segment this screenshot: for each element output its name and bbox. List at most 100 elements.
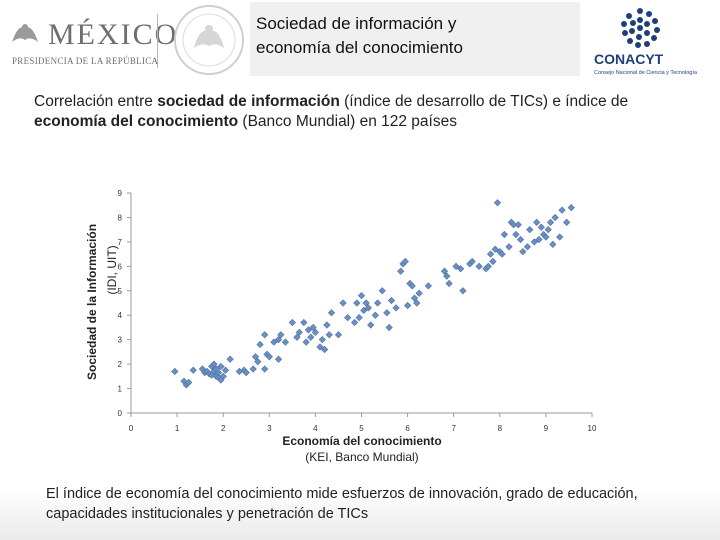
data-point (320, 345, 329, 354)
data-point (316, 343, 324, 351)
data-point (387, 296, 396, 305)
caption-rest: mide esfuerzos de innovación, grado de e… (46, 486, 638, 522)
data-point (383, 309, 391, 317)
data-point (295, 328, 303, 336)
data-point (443, 272, 451, 280)
data-point (367, 321, 375, 329)
data-point (424, 282, 432, 290)
data-point (519, 248, 527, 256)
x-tick-label: 4 (313, 424, 318, 433)
data-point (288, 318, 296, 327)
data-point (500, 230, 509, 239)
data-point (309, 323, 317, 332)
mexico-presidency-logo: MÉXICO PRESIDENCIA DE LA REPÚBLICA (8, 14, 176, 70)
data-point (475, 262, 483, 270)
data-point (344, 314, 352, 322)
conacyt-logo: CONACYT Consejo Nacional de Ciencia y Te… (588, 4, 720, 80)
data-point (261, 331, 269, 339)
logo-main-text: MÉXICO (48, 18, 179, 51)
conacyt-subtitle: Consejo Nacional de Ciencia y Tecnología (594, 70, 697, 76)
data-point (401, 257, 409, 266)
data-point (302, 338, 310, 346)
data-point (318, 336, 326, 344)
data-point (214, 369, 223, 377)
caption-text: El índice de economía del conocimiento m… (46, 484, 666, 524)
y-tick-label: 0 (118, 409, 123, 418)
x-tick-label: 2 (221, 424, 226, 433)
data-point (261, 365, 269, 373)
data-point (256, 340, 264, 349)
data-point (537, 223, 545, 231)
y-tick-label: 2 (118, 360, 123, 369)
data-point (558, 206, 566, 214)
data-point (350, 318, 359, 327)
data-point (293, 333, 301, 341)
data-point (546, 218, 555, 226)
data-point (339, 299, 347, 307)
footer-band (0, 490, 720, 540)
y-axis-title-line-1: Sociedad de la Información (85, 224, 99, 380)
data-point (549, 240, 557, 248)
data-point (410, 294, 419, 302)
x-tick-label: 0 (129, 424, 134, 433)
data-point (456, 265, 465, 273)
header: MÉXICO PRESIDENCIA DE LA REPÚBLICA Socie… (0, 0, 720, 80)
data-point (226, 355, 234, 363)
national-seal-icon (174, 5, 244, 75)
data-point (516, 235, 525, 244)
data-point (311, 328, 320, 336)
data-point (325, 331, 333, 339)
conacyt-dots-icon (621, 8, 660, 48)
data-point (408, 282, 416, 290)
data-point (277, 331, 285, 339)
data-point (491, 245, 499, 253)
x-tick-label: 6 (405, 424, 410, 433)
data-point (251, 353, 260, 361)
y-axis-title-line-2: (IDI, UIT) (105, 245, 119, 294)
header-divider (157, 14, 158, 68)
data-point (270, 338, 278, 346)
data-point (353, 299, 361, 307)
page-title: Sociedad de información y economía del c… (256, 12, 463, 60)
data-point (249, 365, 257, 373)
data-point (542, 233, 550, 241)
x-tick-label: 1 (175, 424, 180, 433)
x-axis-title-line-2: (KEI, Banco Mundial) (305, 450, 418, 464)
data-point (498, 250, 506, 258)
y-tick-label: 1 (118, 385, 123, 394)
data-point (334, 331, 343, 339)
x-tick-label: 9 (544, 424, 549, 433)
caption-bold: El índice de economía del conocimiento (46, 486, 303, 502)
data-point (189, 366, 197, 374)
data-point (505, 243, 513, 251)
data-point (445, 279, 453, 288)
data-point (403, 301, 412, 310)
conacyt-name: CONACYT (594, 51, 664, 67)
scatter-chart: 0 1 2 3 4 5 6 7 8 9 0 1 2 3 4 5 6 7 8 9 10 Economía del cono… (85, 189, 597, 464)
title-line-2: economía del conocimiento (256, 38, 463, 57)
data-point (254, 358, 262, 366)
data-point (523, 243, 532, 251)
data-point (468, 257, 476, 266)
intro-part-3: (Banco Mundial) en 122 países (238, 113, 457, 130)
data-point (265, 353, 273, 361)
data-point (219, 372, 227, 380)
x-tick-label: 7 (451, 424, 456, 433)
x-tick-label: 10 (588, 424, 597, 433)
y-tick-label: 7 (118, 238, 123, 247)
intro-part-2: (índice de desarrollo de TICs) e índice … (339, 93, 629, 110)
data-point (364, 304, 373, 312)
data-point (397, 267, 405, 275)
data-point (355, 314, 363, 322)
data-point (385, 323, 393, 332)
data-point (357, 292, 366, 300)
data-point (452, 262, 460, 270)
data-point (371, 311, 379, 319)
data-point (210, 360, 218, 368)
intro-part-1: Correlación entre (34, 93, 158, 110)
data-point (171, 367, 179, 376)
data-point (514, 221, 522, 229)
data-point (535, 235, 543, 244)
data-point (526, 226, 534, 234)
x-tick-label: 3 (267, 424, 272, 433)
